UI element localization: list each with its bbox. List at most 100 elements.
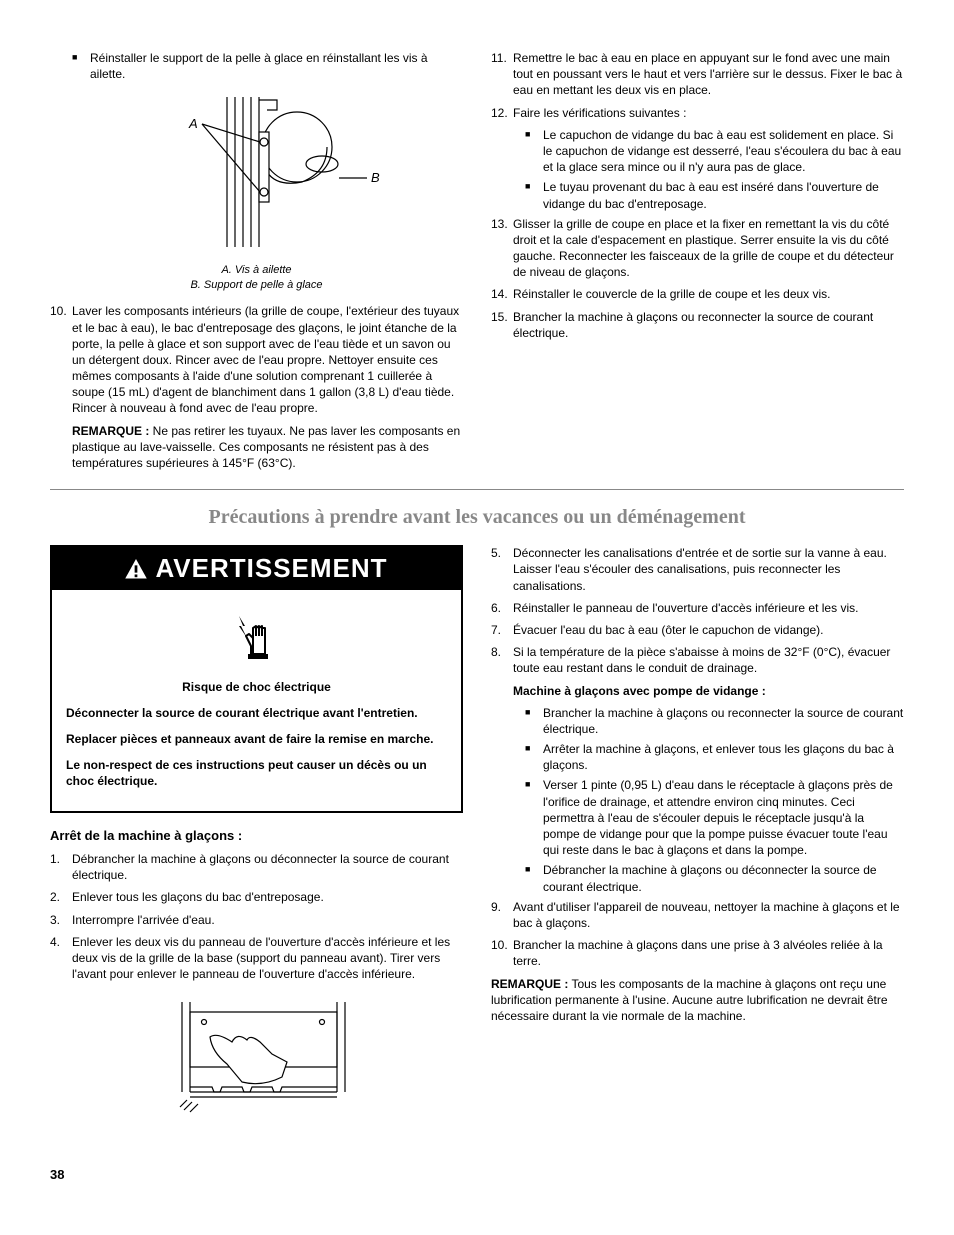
item-number: 5. bbox=[491, 545, 513, 594]
warning-triangle-icon bbox=[125, 559, 147, 579]
bullet-text: Débrancher la machine à glaçons ou décon… bbox=[543, 862, 904, 894]
bullet-text: Réinstaller le support de la pelle à gla… bbox=[90, 50, 463, 82]
item-number: 4. bbox=[50, 934, 72, 983]
item-number: 9. bbox=[491, 899, 513, 931]
panel-removal-diagram bbox=[142, 992, 372, 1122]
warning-box: AVERTISSEMENT Risque de choc électrique … bbox=[50, 545, 463, 813]
warning-header-text: AVERTISSEMENT bbox=[155, 551, 387, 586]
item-number: 10. bbox=[50, 303, 72, 416]
list-item-11: 11. Remettre le bac à eau en place en ap… bbox=[491, 50, 904, 99]
list-item-5: 5. Déconnecter les canalisations d'entré… bbox=[491, 545, 904, 594]
section-title: Précautions à prendre avant les vacances… bbox=[50, 504, 904, 531]
item-number: 14. bbox=[491, 286, 513, 302]
list-item-9: 9. Avant d'utiliser l'appareil de nouvea… bbox=[491, 899, 904, 931]
bullet-text: Brancher la machine à glaçons ou reconne… bbox=[543, 705, 904, 737]
page-number: 38 bbox=[50, 1166, 904, 1184]
square-bullet-icon: ■ bbox=[525, 777, 543, 858]
top-left-col: ■ Réinstaller le support de la pelle à g… bbox=[50, 50, 463, 471]
item-number: 3. bbox=[50, 912, 72, 928]
list-item-8: 8. Si la température de la pièce s'abais… bbox=[491, 644, 904, 676]
square-bullet-icon: ■ bbox=[525, 179, 543, 211]
list-item-15: 15. Brancher la machine à glaçons ou rec… bbox=[491, 309, 904, 341]
item-number: 10. bbox=[491, 937, 513, 969]
item-text: Interrompre l'arrivée d'eau. bbox=[72, 912, 463, 928]
item-number: 12. bbox=[491, 105, 513, 121]
item-text: Enlever tous les glaçons du bac d'entrep… bbox=[72, 889, 463, 905]
square-bullet-icon: ■ bbox=[525, 741, 543, 773]
item-text: Enlever les deux vis du panneau de l'ouv… bbox=[72, 934, 463, 983]
section-divider bbox=[50, 489, 904, 490]
item-text: Avant d'utiliser l'appareil de nouveau, … bbox=[513, 899, 904, 931]
bottom-right-col: 5. Déconnecter les canalisations d'entré… bbox=[491, 545, 904, 1136]
remark-label: REMARQUE : bbox=[72, 424, 149, 438]
warning-line-3: Le non-respect de ces instructions peut … bbox=[66, 757, 447, 789]
list-item-7: 7. Évacuer l'eau du bac à eau (ôter le c… bbox=[491, 622, 904, 638]
list-item-13: 13. Glisser la grille de coupe en place … bbox=[491, 216, 904, 281]
item-text: Réinstaller le couvercle de la grille de… bbox=[513, 286, 904, 302]
figure-panel-removal bbox=[50, 992, 463, 1126]
sub-bullet-12b: ■ Le tuyau provenant du bac à eau est in… bbox=[491, 179, 904, 211]
sub-bullet-b4: ■ Débrancher la machine à glaçons ou déc… bbox=[491, 862, 904, 894]
list-item-2: 2. Enlever tous les glaçons du bac d'ent… bbox=[50, 889, 463, 905]
label-a: A bbox=[188, 116, 198, 131]
bullet-text: Le tuyau provenant du bac à eau est insé… bbox=[543, 179, 904, 211]
label-b: B bbox=[371, 170, 380, 185]
item-number: 15. bbox=[491, 309, 513, 341]
figure-caption: A. Vis à ailette B. Support de pelle à g… bbox=[50, 263, 463, 294]
sub-bullet-b1: ■ Brancher la machine à glaçons ou recon… bbox=[491, 705, 904, 737]
item-number: 1. bbox=[50, 851, 72, 883]
item-number: 2. bbox=[50, 889, 72, 905]
item-number: 11. bbox=[491, 50, 513, 99]
top-section: ■ Réinstaller le support de la pelle à g… bbox=[50, 50, 904, 471]
sub-bullet-b3: ■ Verser 1 pinte (0,95 L) d'eau dans le … bbox=[491, 777, 904, 858]
item-text: Remettre le bac à eau en place en appuya… bbox=[513, 50, 904, 99]
caption-line-a: A. Vis à ailette bbox=[50, 263, 463, 278]
item-number: 6. bbox=[491, 600, 513, 616]
remark-block-bottom: REMARQUE : Tous les composants de la mac… bbox=[491, 976, 904, 1025]
bottom-section: AVERTISSEMENT Risque de choc électrique … bbox=[50, 545, 904, 1136]
top-right-col: 11. Remettre le bac à eau en place en ap… bbox=[491, 50, 904, 471]
remark-label: REMARQUE : bbox=[491, 977, 568, 991]
shutdown-heading: Arrêt de la machine à glaçons : bbox=[50, 827, 463, 845]
bullet-text: Le capuchon de vidange du bac à eau est … bbox=[543, 127, 904, 176]
warning-body: Risque de choc électrique Déconnecter la… bbox=[52, 590, 461, 811]
item-text: Déconnecter les canalisations d'entrée e… bbox=[513, 545, 904, 594]
warning-line-1: Déconnecter la source de courant électri… bbox=[66, 705, 447, 721]
item-text: Débrancher la machine à glaçons ou décon… bbox=[72, 851, 463, 883]
caption-line-b: B. Support de pelle à glace bbox=[50, 278, 463, 293]
electric-shock-hand-icon bbox=[229, 608, 285, 664]
list-item-6: 6. Réinstaller le panneau de l'ouverture… bbox=[491, 600, 904, 616]
bullet-text: Arrêter la machine à glaçons, et enlever… bbox=[543, 741, 904, 773]
sub-bullet-b2: ■ Arrêter la machine à glaçons, et enlev… bbox=[491, 741, 904, 773]
remark-block: REMARQUE : Ne pas retirer les tuyaux. Ne… bbox=[50, 423, 463, 472]
square-bullet-icon: ■ bbox=[525, 705, 543, 737]
item-text: Si la température de la pièce s'abaisse … bbox=[513, 644, 904, 676]
item-text: Brancher la machine à glaçons dans une p… bbox=[513, 937, 904, 969]
bottom-left-col: AVERTISSEMENT Risque de choc électrique … bbox=[50, 545, 463, 1136]
item-number: 13. bbox=[491, 216, 513, 281]
item-number: 8. bbox=[491, 644, 513, 676]
list-item-12: 12. Faire les vérifications suivantes : bbox=[491, 105, 904, 121]
item-text: Faire les vérifications suivantes : bbox=[513, 105, 904, 121]
list-item-14: 14. Réinstaller le couvercle de la grill… bbox=[491, 286, 904, 302]
sub-bullet-12a: ■ Le capuchon de vidange du bac à eau es… bbox=[491, 127, 904, 176]
square-bullet-icon: ■ bbox=[525, 862, 543, 894]
item-text: Évacuer l'eau du bac à eau (ôter le capu… bbox=[513, 622, 904, 638]
list-item-10b: 10. Brancher la machine à glaçons dans u… bbox=[491, 937, 904, 969]
figure-scoop-holder: A B A. Vis à ailette B. Support de pelle… bbox=[50, 92, 463, 293]
list-item-10: 10. Laver les composants intérieurs (la … bbox=[50, 303, 463, 416]
bullet-item: ■ Réinstaller le support de la pelle à g… bbox=[50, 50, 463, 82]
scoop-holder-diagram: A B bbox=[127, 92, 387, 252]
item-text: Laver les composants intérieurs (la gril… bbox=[72, 303, 463, 416]
warning-line-2: Replacer pièces et panneaux avant de fai… bbox=[66, 731, 447, 747]
square-bullet-icon: ■ bbox=[525, 127, 543, 176]
item-text: Réinstaller le panneau de l'ouverture d'… bbox=[513, 600, 904, 616]
item-text: Brancher la machine à glaçons ou reconne… bbox=[513, 309, 904, 341]
warning-risk: Risque de choc électrique bbox=[66, 679, 447, 695]
drain-pump-subheading: Machine à glaçons avec pompe de vidange … bbox=[513, 683, 904, 699]
square-bullet-icon: ■ bbox=[72, 50, 90, 82]
list-item-3: 3. Interrompre l'arrivée d'eau. bbox=[50, 912, 463, 928]
list-item-4: 4. Enlever les deux vis du panneau de l'… bbox=[50, 934, 463, 983]
bullet-text: Verser 1 pinte (0,95 L) d'eau dans le ré… bbox=[543, 777, 904, 858]
item-text: Glisser la grille de coupe en place et l… bbox=[513, 216, 904, 281]
